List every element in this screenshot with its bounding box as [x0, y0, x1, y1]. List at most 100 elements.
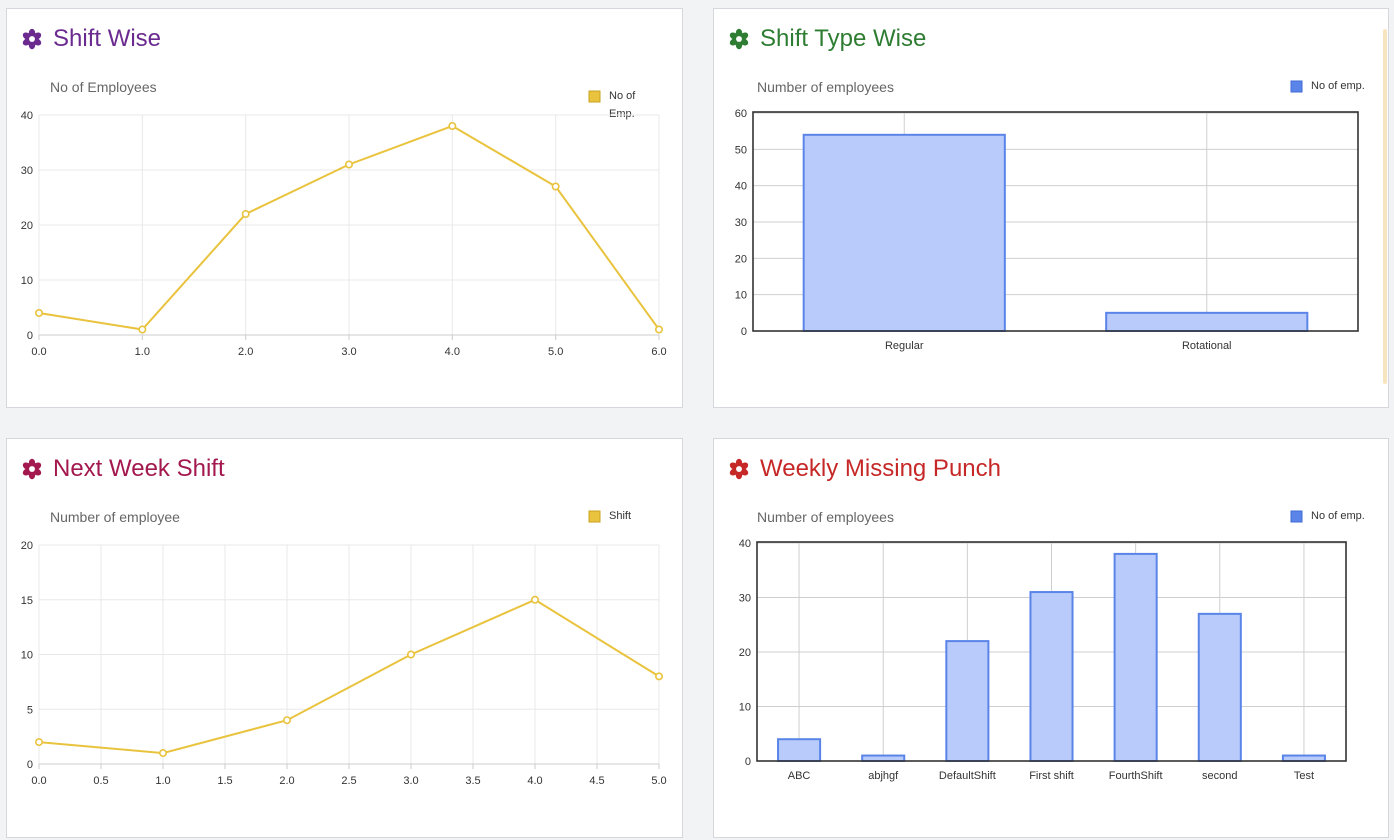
data-point [344, 160, 353, 169]
data-point [138, 325, 147, 334]
x-tick-label: 6.0 [651, 346, 666, 358]
x-tick-label: FourthShift [1109, 770, 1163, 782]
y-axis-label: Number of employees [757, 79, 894, 95]
bar [945, 640, 990, 763]
y-axis-label: No of Employees [50, 79, 157, 95]
y-tick-label: 20 [21, 220, 33, 232]
x-tick-label: 4.5 [589, 775, 604, 787]
scrollbar[interactable] [1383, 29, 1387, 384]
series-line [38, 598, 660, 755]
bar [802, 133, 1006, 332]
panel-next-week-shift: Next Week Shift Number of employee Shift 0… [6, 438, 683, 838]
next-week-shift-chart: Number of employee Shift 0 5 10 15 20 0.0 0.5 1.0… [21, 509, 667, 787]
y-tick-label: 10 [21, 275, 33, 287]
gear-flower-icon [22, 28, 42, 50]
panel-title: Weekly Missing Punch [760, 455, 1001, 482]
legend: No of Emp. [588, 90, 636, 120]
x-tick-label: First shift [1029, 770, 1074, 782]
x-tick-label: 5.0 [548, 346, 563, 358]
panel-shift-wise: Shift Wise No of Employees No of Emp. 0 10 20… [6, 8, 683, 408]
legend-swatch [588, 510, 601, 523]
x-tick-label: Regular [885, 340, 924, 352]
plot-frame [752, 111, 1359, 332]
y-tick-label: 40 [739, 538, 751, 550]
icon-center [29, 466, 35, 472]
legend: No of emp. [1290, 510, 1365, 523]
x-tick-label: DefaultShift [939, 770, 996, 782]
x-tick-label: 5.0 [651, 775, 666, 787]
data-point [241, 210, 250, 219]
x-tick-label: 1.0 [135, 346, 150, 358]
y-tick-label: 10 [739, 702, 751, 714]
data-point [406, 650, 415, 659]
y-tick-label: 30 [21, 165, 33, 177]
x-tick-label: 0.5 [93, 775, 108, 787]
panel-title-row: Weekly Missing Punch [728, 455, 1001, 483]
legend-swatch [1290, 80, 1303, 93]
bar [1281, 754, 1326, 762]
y-tick-label: 5 [27, 704, 33, 716]
legend-label: Shift [609, 510, 631, 522]
y-tick-label: 40 [21, 110, 33, 122]
data-point [448, 122, 457, 131]
bar [1105, 311, 1309, 333]
y-axis-label: Number of employees [757, 509, 894, 525]
x-tick-label: second [1202, 770, 1237, 782]
y-tick-label: 0 [27, 759, 33, 771]
panel-weekly-missing-punch: Weekly Missing Punch Number of employees… [713, 438, 1389, 838]
y-tick-label: 0 [745, 756, 751, 768]
legend-swatch [1290, 510, 1303, 523]
shift-wise-chart: No of Employees No of Emp. 0 10 20 30 40 0.0 1.0 2… [21, 79, 667, 358]
data-point [34, 308, 43, 317]
data-point [159, 749, 168, 758]
icon-center [29, 36, 35, 42]
x-tick-label: 0.0 [31, 346, 46, 358]
bar [777, 738, 822, 763]
plot-frame [756, 541, 1347, 762]
legend-label: No of emp. [1311, 510, 1365, 522]
icon-center [736, 466, 742, 472]
bar [1029, 591, 1074, 762]
gear-flower-icon [729, 458, 749, 480]
bar [861, 754, 906, 762]
y-tick-label: 10 [735, 290, 747, 302]
x-tick-label: 1.0 [155, 775, 170, 787]
bar [1113, 552, 1158, 763]
panel-title-row: Next Week Shift [21, 455, 225, 483]
panel-title: Shift Type Wise [760, 25, 927, 52]
bar [1197, 612, 1242, 762]
data-point [530, 595, 539, 604]
x-tick-label: 3.5 [465, 775, 480, 787]
x-tick-label: 3.0 [403, 775, 418, 787]
x-tick-label: 2.5 [341, 775, 356, 787]
legend-swatch [588, 90, 601, 103]
icon-center [736, 36, 742, 42]
legend: No of emp. [1290, 80, 1365, 93]
weekly-missing-punch-chart: Number of employees No of emp. 0 10 20 30 40 AB… [739, 509, 1365, 782]
y-tick-label: 30 [735, 217, 747, 229]
legend: Shift [588, 510, 631, 523]
y-tick-label: 0 [741, 326, 747, 338]
y-tick-label: 30 [739, 593, 751, 605]
x-tick-label: 1.5 [217, 775, 232, 787]
gear-flower-icon [729, 28, 749, 50]
x-tick-label: ABC [788, 770, 811, 782]
data-point [34, 738, 43, 747]
y-tick-label: 20 [739, 647, 751, 659]
x-tick-label: 4.0 [527, 775, 542, 787]
y-tick-label: 20 [21, 540, 33, 552]
x-tick-label: 2.0 [238, 346, 253, 358]
y-tick-label: 40 [735, 181, 747, 193]
legend-label: Emp. [609, 108, 635, 120]
y-tick-label: 10 [21, 650, 33, 662]
y-axis-label: Number of employee [50, 509, 180, 525]
x-tick-label: Test [1294, 770, 1314, 782]
x-tick-label: Rotational [1182, 340, 1232, 352]
data-point [654, 325, 663, 334]
panel-title-row: Shift Wise [21, 25, 161, 53]
x-tick-label: 2.0 [279, 775, 294, 787]
legend-label: No of emp. [1311, 80, 1365, 92]
x-tick-label: 3.0 [341, 346, 356, 358]
gear-flower-icon [22, 458, 42, 480]
x-tick-label: 4.0 [445, 346, 460, 358]
